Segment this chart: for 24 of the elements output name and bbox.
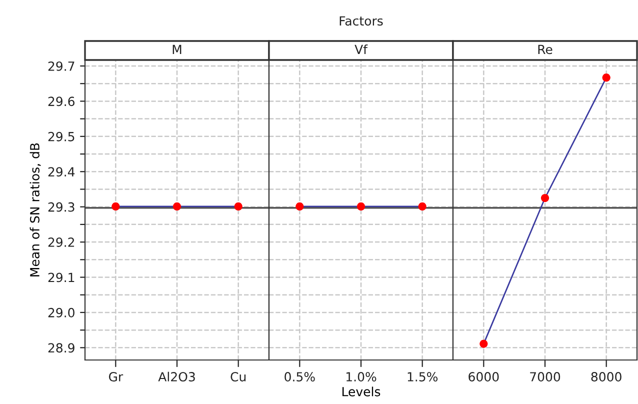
chart-title: M (172, 44, 182, 54)
x-tick-label: 6000 (468, 372, 499, 382)
x-tick-label: Cu (230, 372, 246, 382)
y-tick-label: 29.7 (48, 61, 74, 71)
x-tick-label: 7000 (530, 372, 560, 382)
y-tick-label: 29.0 (48, 308, 74, 318)
x-axis-title: Levels (342, 386, 380, 396)
y-tick-label: 29.6 (48, 96, 74, 106)
y-tick-label: 29.2 (48, 238, 74, 247)
y-tick-label: 29.4 (48, 167, 75, 177)
chart-title: Vf (354, 44, 368, 54)
x-tick-label: Al2O3 (158, 372, 195, 382)
y-tick-label: 29.1 (48, 272, 74, 282)
x-tick-label: 8000 (591, 372, 622, 382)
y-tick-label: 28.9 (48, 343, 74, 353)
x-tick-label: 1.5% (408, 372, 438, 382)
y-tick-label: 29.3 (48, 202, 74, 212)
x-tick-label: Gr (108, 372, 124, 382)
x-tick-label: 1.0% (346, 372, 376, 382)
y-axis-title: Mean of SN ratios, dB (30, 143, 41, 276)
chart-title: Re (538, 44, 552, 54)
y-tick-label: 29.5 (48, 132, 74, 142)
text: Factors (340, 16, 383, 26)
x-tick-label: 0.5% (284, 372, 315, 382)
